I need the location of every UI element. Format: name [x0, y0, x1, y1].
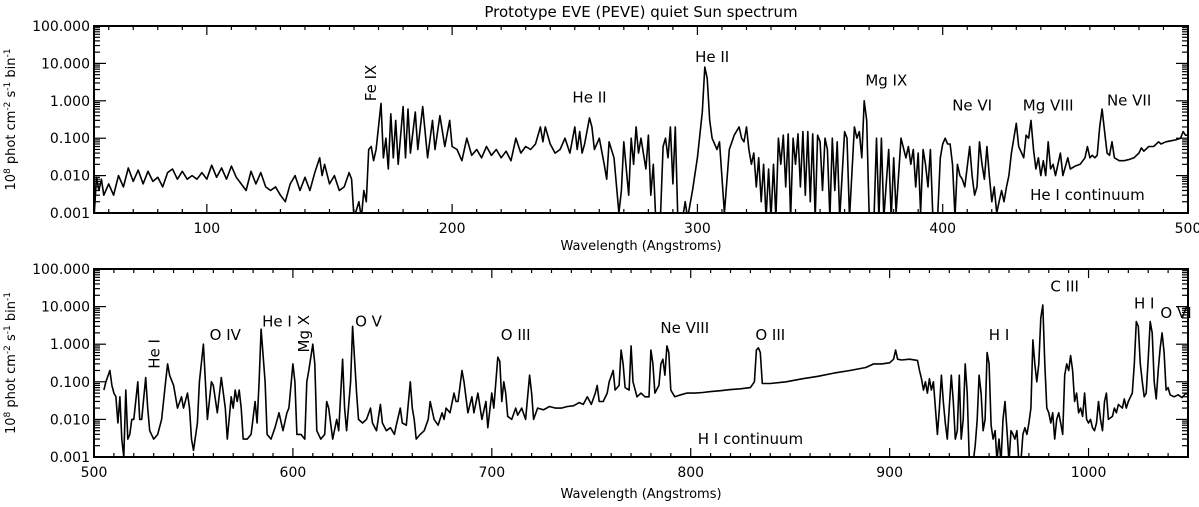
y-tick-label: 100.000 [32, 262, 90, 278]
y-tick-label: 1.000 [50, 94, 90, 110]
line-annotation: O V [355, 312, 383, 330]
line-annotation: O III [501, 326, 531, 344]
y-axis-label-exponent: -1 [3, 325, 13, 334]
line-annotation: He II [695, 48, 729, 66]
x-tick-label: 900 [876, 465, 903, 481]
y-axis-label-exponent: -1 [3, 48, 13, 57]
y-axis-label-part: phot cm [4, 111, 19, 169]
line-annotation: Fe IX [362, 65, 380, 102]
line-annotation: O VI [1160, 304, 1191, 322]
x-tick-label: 300 [684, 221, 711, 237]
y-axis-label-part: bin [4, 301, 19, 325]
y-axis-label-part: phot cm [4, 354, 19, 412]
line-annotation: He I [146, 339, 164, 369]
line-annotation: O IV [210, 326, 242, 344]
line-annotation: C III [1050, 278, 1079, 296]
x-tick-label: 800 [677, 465, 704, 481]
line-annotation: O III [755, 326, 785, 344]
x-tick-label: 700 [478, 465, 505, 481]
y-tick-label: 1.000 [50, 337, 90, 353]
y-tick-label: 10.000 [41, 300, 90, 316]
y-axis-label-exponent: 8 [3, 411, 13, 417]
x-axis-label: Wavelength (Angstroms) [560, 239, 721, 254]
y-axis-label-part: bin [4, 57, 19, 81]
y-tick-label: 0.001 [50, 206, 90, 222]
y-tick-label: 0.010 [50, 412, 90, 428]
line-annotation: H I [989, 326, 1009, 344]
line-annotation: He I continuum [1030, 186, 1145, 204]
chart-title: Prototype EVE (PEVE) quiet Sun spectrum [484, 3, 797, 21]
y-axis-label: 108 phot cm-2 s-1 bin-1 [3, 292, 19, 434]
y-axis-label-exponent: -2 [3, 345, 13, 354]
y-tick-label: 0.100 [50, 131, 90, 147]
y-axis-label-part: s [4, 90, 19, 101]
line-annotation: H I continuum [698, 430, 803, 448]
x-tick-label: 600 [280, 465, 307, 481]
line-annotation: Mg X [295, 315, 313, 353]
y-tick-label: 100.000 [32, 19, 90, 35]
bottom-panel-spectrum: 500 600 700 800 900 1000 0.001 0.010 0.100 1.000 1… [3, 262, 1192, 502]
x-tick-label: 200 [439, 221, 466, 237]
spectrum-line [103, 304, 1188, 457]
y-tick-label: 10.000 [41, 56, 90, 72]
line-annotation: He I [262, 312, 292, 330]
line-annotation: Ne VI [952, 97, 992, 115]
top-panel-spectrum: 100 200 300 400 500 0.001 0.010 0.100 1.000 10.00… [3, 19, 1199, 254]
y-axis-label-part: 10 [4, 417, 19, 434]
y-tick-label: 0.010 [50, 169, 90, 185]
line-annotation: Ne VII [1107, 91, 1151, 109]
y-axis-label-exponent: -1 [3, 82, 13, 91]
line-annotation: Mg IX [865, 71, 907, 89]
line-annotation: Ne VIII [660, 319, 709, 337]
x-tick-label: 500 [1175, 221, 1199, 237]
plot-frame [93, 25, 1189, 214]
spectrum-line [94, 66, 1188, 213]
y-axis-label-exponent: -2 [3, 102, 13, 111]
x-tick-label: 1000 [1071, 465, 1107, 481]
line-annotation: He II [572, 89, 606, 107]
y-axis-label-exponent: 8 [3, 168, 13, 174]
x-tick-label: 500 [81, 465, 108, 481]
plot-frame [93, 268, 1189, 458]
y-axis-label-part: s [4, 334, 19, 345]
y-axis-label-exponent: -1 [3, 292, 13, 301]
x-tick-label: 100 [193, 221, 220, 237]
y-tick-label: 0.100 [50, 375, 90, 391]
line-annotation: Mg VIII [1023, 97, 1074, 115]
y-tick-label: 0.001 [50, 450, 90, 466]
x-axis-label: Wavelength (Angstroms) [560, 487, 721, 502]
y-axis-label: 108 phot cm-2 s-1 bin-1 [3, 48, 19, 190]
x-tick-label: 400 [929, 221, 956, 237]
line-annotation: H I [1134, 294, 1154, 312]
y-axis-label-part: 10 [4, 174, 19, 191]
